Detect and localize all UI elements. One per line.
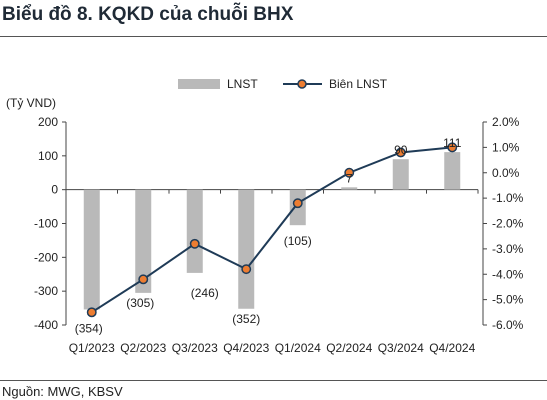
title-divider (0, 36, 547, 37)
margin-point-Q2/2024 (344, 167, 355, 178)
margin-point-Q3/2024 (395, 147, 406, 158)
bar-Q2/2024 (341, 187, 358, 190)
category-label: Q1/2024 (275, 341, 321, 355)
bar-value-label: (352) (232, 312, 260, 326)
margin-point-Q1/2023 (86, 307, 97, 318)
left-axis-tick-label: 100 (38, 149, 58, 163)
bar-value-label: (105) (284, 234, 312, 248)
legend-line-label: Biên LNST (329, 77, 388, 91)
margin-point-Q4/2023 (241, 264, 252, 275)
bar-value-label: (246) (191, 286, 219, 300)
right-axis-tick-label: -5.0% (492, 293, 524, 307)
right-axis-tick-label: 1.0% (492, 140, 520, 154)
margin-point-Q1/2024 (292, 198, 303, 209)
bar-Q3/2023 (186, 189, 203, 273)
right-axis-tick-label: 0.0% (492, 166, 520, 180)
bar-value-label: (354) (75, 321, 103, 335)
category-label: Q4/2024 (429, 341, 475, 355)
bar-value-label: (305) (126, 296, 154, 310)
left-axis-tick-label: -300 (34, 284, 58, 298)
left-axis-tick-label: 200 (38, 115, 58, 129)
source-note: Nguồn: MWG, KBSV (2, 384, 123, 399)
bar-Q4/2023 (238, 189, 255, 309)
left-axis-tick-label: 0 (51, 183, 58, 197)
category-label: Q2/2024 (326, 341, 372, 355)
bar-Q2/2023 (135, 189, 152, 293)
source-divider (0, 380, 547, 381)
bar-Q4/2024 (444, 152, 461, 190)
category-label: Q1/2023 (69, 341, 115, 355)
margin-point-Q3/2023 (189, 238, 200, 249)
left-axis-tick-label: -100 (34, 217, 58, 231)
left-axis-unit-label: (Tỷ VND) (6, 96, 56, 110)
right-axis-tick-label: -3.0% (492, 242, 524, 256)
margin-line (91, 146, 453, 314)
right-axis-tick-label: -6.0% (492, 318, 524, 332)
margin-point-Q4/2024 (447, 142, 458, 153)
category-label: Q3/2024 (378, 341, 424, 355)
category-label: Q3/2023 (172, 341, 218, 355)
right-axis-tick-label: 2.0% (492, 115, 520, 129)
bar-Q1/2023 (83, 189, 100, 310)
legend-bar-swatch (178, 79, 220, 89)
chart-title: Biểu đồ 8. KQKD của chuỗi BHX (2, 4, 294, 25)
bar-value-label: 90 (394, 143, 408, 157)
legend-line-marker (297, 79, 307, 89)
left-axis-tick-label: -400 (34, 318, 58, 332)
legend-bar-label: LNST (227, 77, 258, 91)
category-label: Q4/2023 (223, 341, 269, 355)
right-axis-tick-label: -2.0% (492, 217, 524, 231)
margin-point-Q2/2023 (138, 274, 149, 285)
bar-Q3/2024 (392, 159, 409, 190)
chart-svg: LNST Biên LNST (Tỷ VND) 200 100 0 -100 -200 -300… (6, 77, 524, 355)
bar-value-label: 111 (443, 136, 462, 150)
left-axis-tick-label: -200 (34, 250, 58, 264)
right-axis-tick-label: -4.0% (492, 267, 524, 281)
category-label: Q2/2023 (120, 341, 166, 355)
bar-value-label: 7 (346, 171, 353, 185)
right-axis-tick-label: -1.0% (492, 191, 524, 205)
